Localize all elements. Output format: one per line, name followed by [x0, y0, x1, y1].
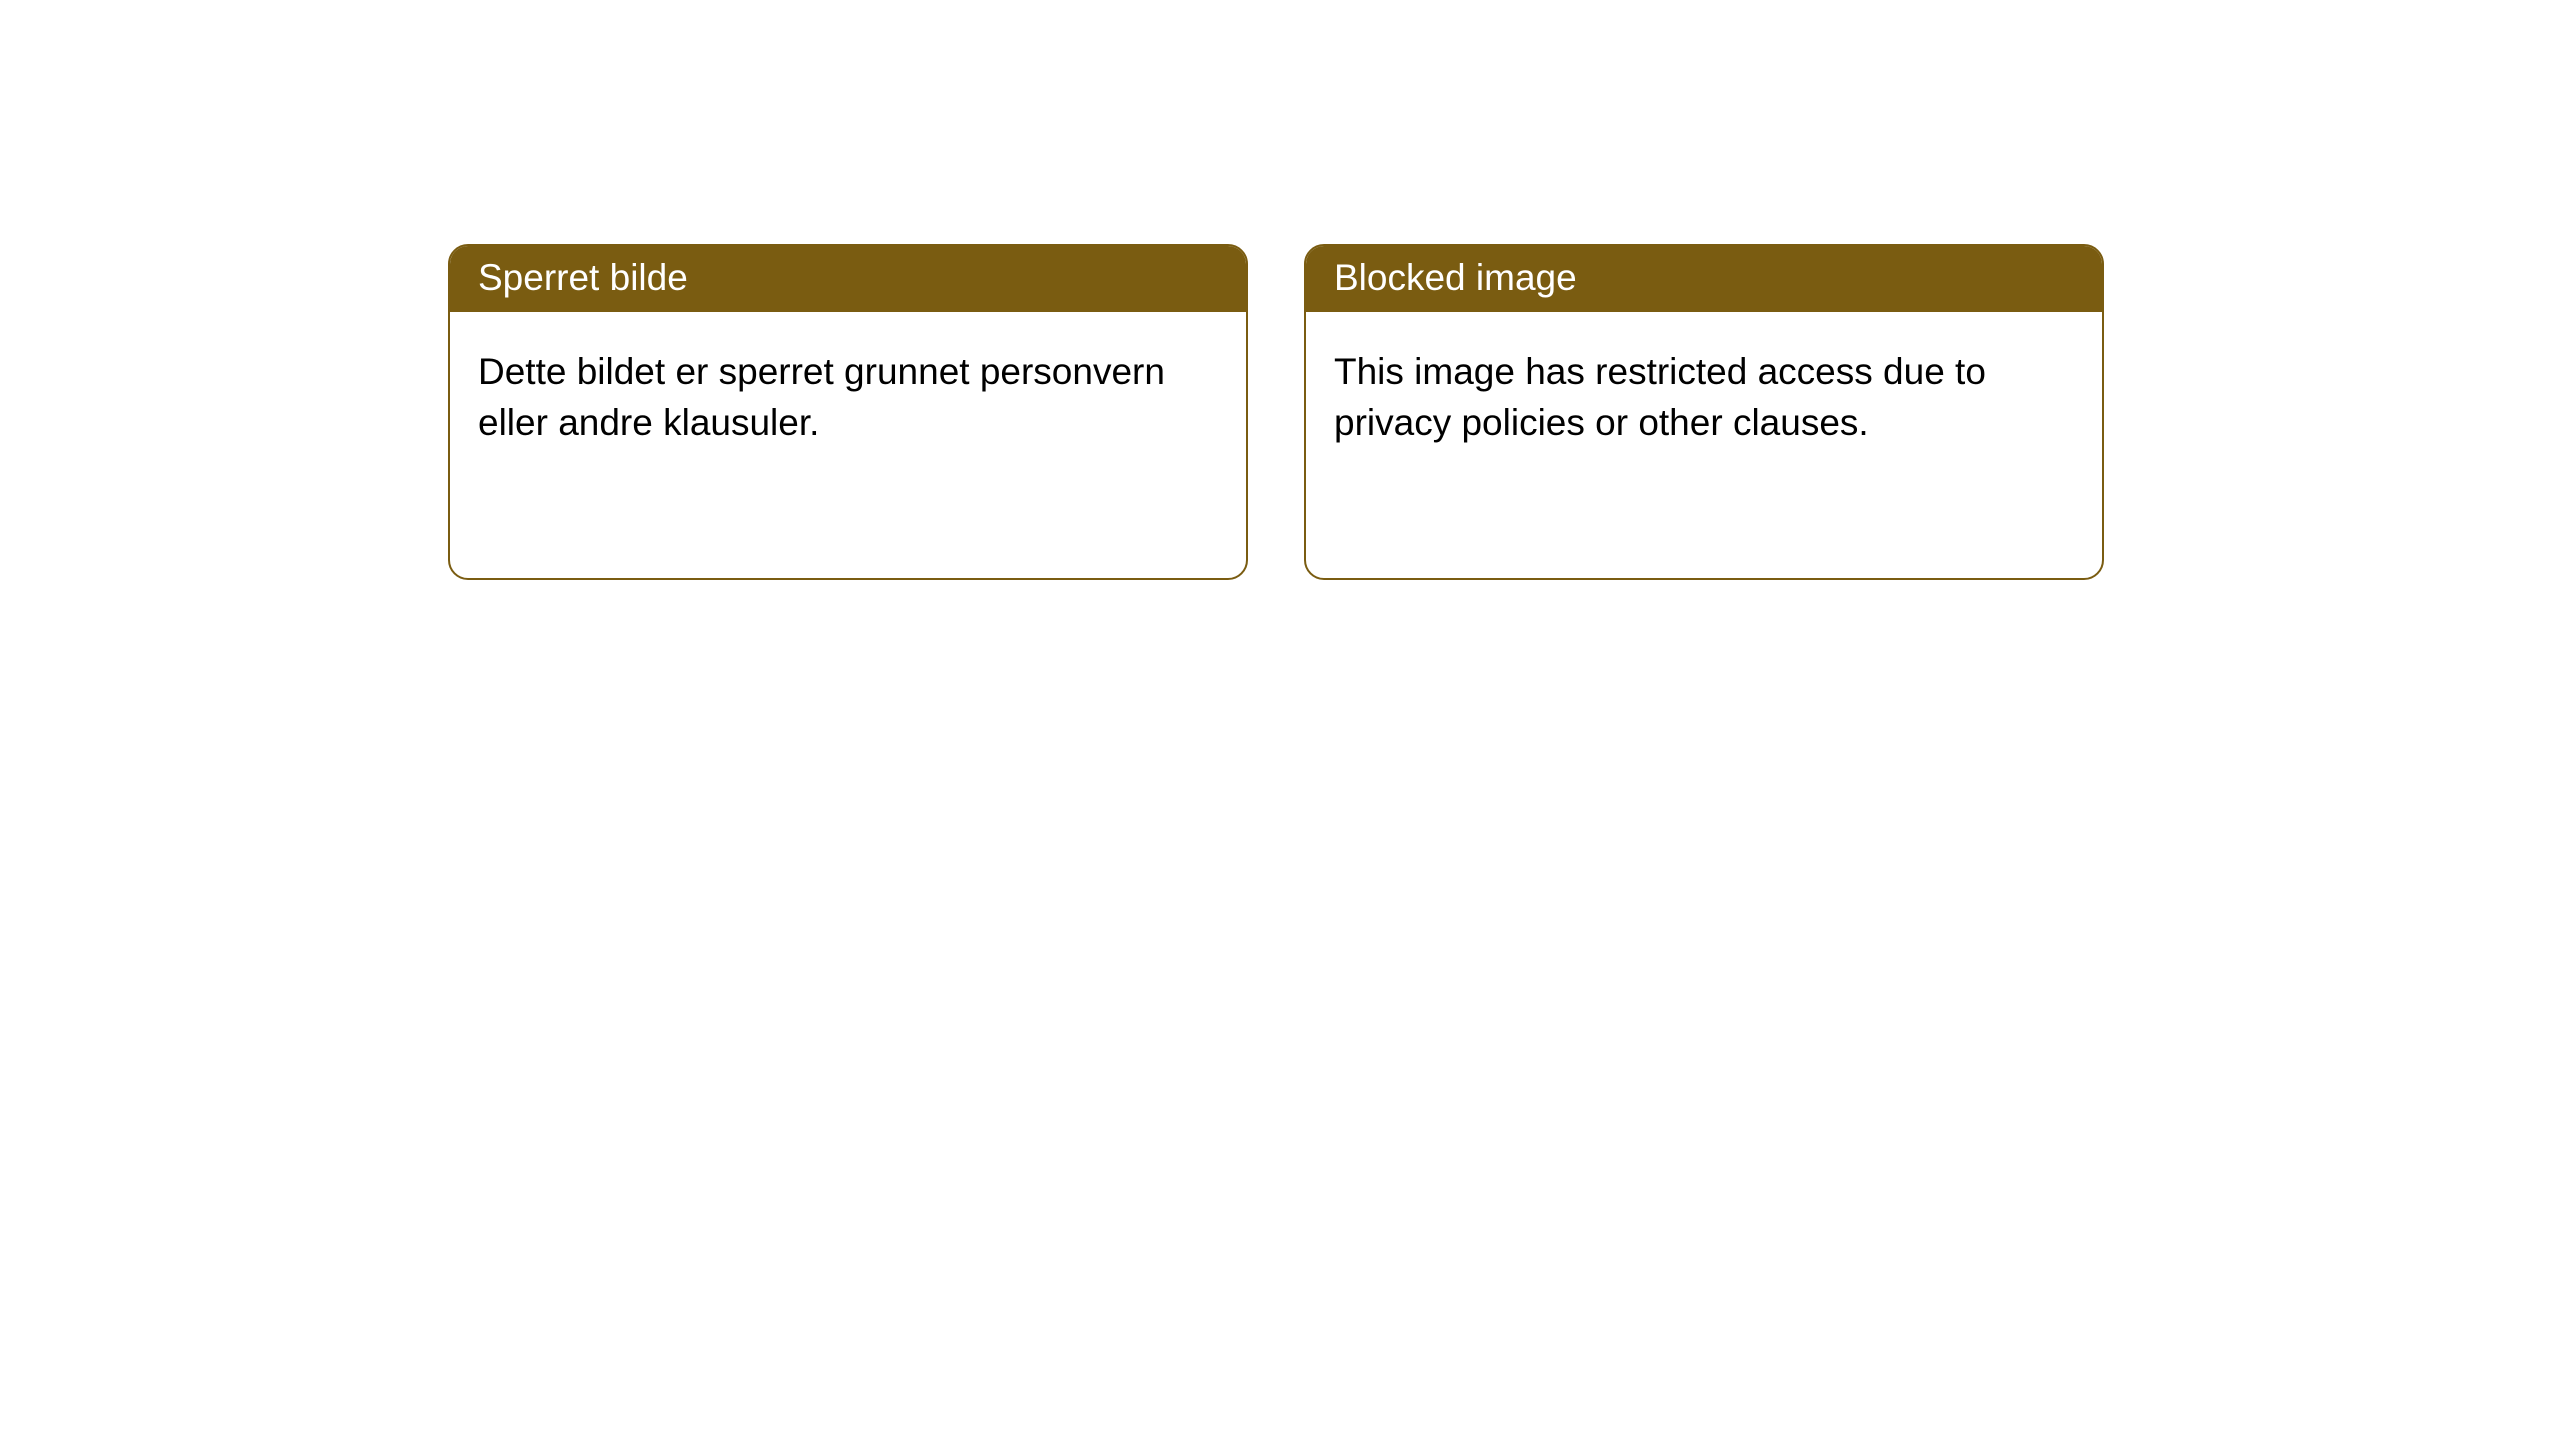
- card-body-english: This image has restricted access due to …: [1306, 312, 2102, 482]
- card-header-english: Blocked image: [1306, 246, 2102, 312]
- notice-container: Sperret bilde Dette bildet er sperret gr…: [0, 0, 2560, 580]
- card-header-norwegian: Sperret bilde: [450, 246, 1246, 312]
- blocked-image-card-english: Blocked image This image has restricted …: [1304, 244, 2104, 580]
- card-body-text: Dette bildet er sperret grunnet personve…: [478, 351, 1165, 443]
- card-title: Blocked image: [1334, 257, 1577, 298]
- card-title: Sperret bilde: [478, 257, 688, 298]
- blocked-image-card-norwegian: Sperret bilde Dette bildet er sperret gr…: [448, 244, 1248, 580]
- card-body-text: This image has restricted access due to …: [1334, 351, 1986, 443]
- card-body-norwegian: Dette bildet er sperret grunnet personve…: [450, 312, 1246, 482]
